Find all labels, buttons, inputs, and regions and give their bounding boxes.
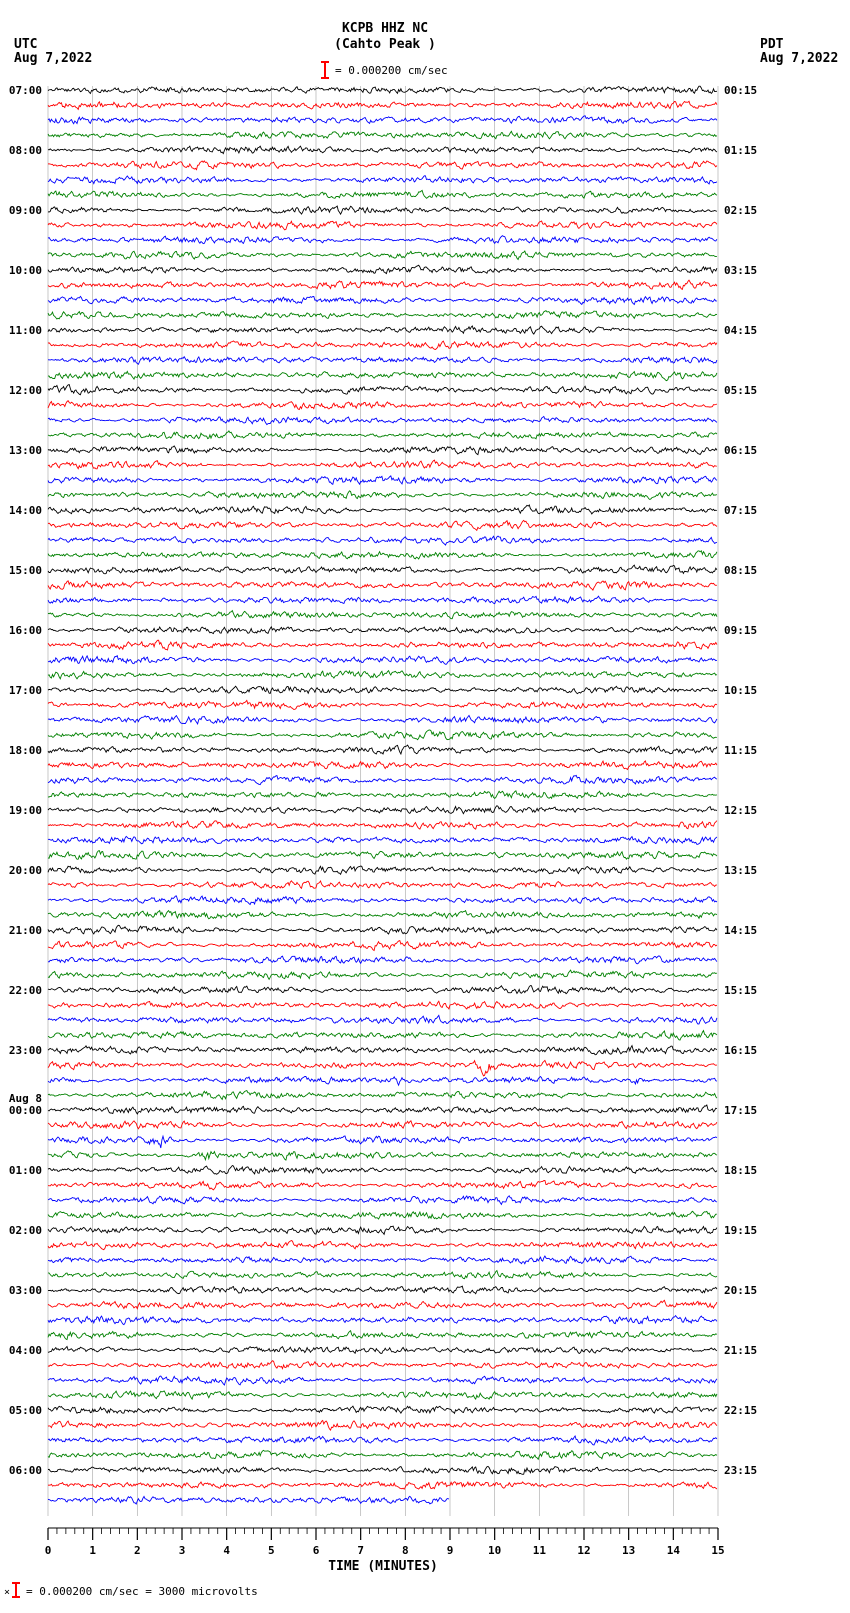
right-time-label: 10:15 — [724, 684, 757, 697]
left-time-label: 09:00 — [9, 204, 42, 217]
x-tick-label: 2 — [134, 1544, 141, 1557]
left-time-label: 12:00 — [9, 384, 42, 397]
right-time-label: 04:15 — [724, 324, 757, 337]
left-time-label: 00:00 — [9, 1104, 42, 1117]
station-name: (Cahto Peak ) — [334, 37, 436, 52]
x-tick-label: 3 — [179, 1544, 186, 1557]
right-time-label: 19:15 — [724, 1224, 757, 1237]
x-tick-label: 11 — [533, 1544, 547, 1557]
left-time-label: 23:00 — [9, 1044, 42, 1057]
x-tick-label: 12 — [577, 1544, 590, 1557]
left-time-label: 21:00 — [9, 924, 42, 937]
left-time-label: 18:00 — [9, 744, 42, 757]
left-time-label: 10:00 — [9, 264, 42, 277]
x-tick-label: 14 — [667, 1544, 681, 1557]
footer-prefix: × — [4, 1587, 10, 1598]
left-time-label: 04:00 — [9, 1344, 42, 1357]
right-time-label: 12:15 — [724, 804, 757, 817]
footer-note: = 0.000200 cm/sec = 3000 microvolts — [26, 1585, 258, 1598]
x-tick-label: 5 — [268, 1544, 275, 1557]
right-time-label: 14:15 — [724, 924, 757, 937]
right-time-label: 05:15 — [724, 384, 757, 397]
x-tick-label: 1 — [89, 1544, 96, 1557]
left-date: Aug 7,2022 — [14, 51, 92, 66]
seismogram-svg: KCPB HHZ NC(Cahto Peak )UTCAug 7,2022PDT… — [0, 0, 850, 1613]
x-tick-label: 6 — [313, 1544, 320, 1557]
right-date: Aug 7,2022 — [760, 51, 838, 66]
left-tz: UTC — [14, 37, 37, 52]
left-time-label: 01:00 — [9, 1164, 42, 1177]
left-time-label: 03:00 — [9, 1284, 42, 1297]
right-time-label: 11:15 — [724, 744, 757, 757]
right-time-label: 01:15 — [724, 144, 757, 157]
right-time-label: 13:15 — [724, 864, 757, 877]
right-time-label: 21:15 — [724, 1344, 757, 1357]
right-time-label: 00:15 — [724, 84, 757, 97]
x-tick-label: 8 — [402, 1544, 409, 1557]
right-time-label: 06:15 — [724, 444, 757, 457]
x-tick-label: 10 — [488, 1544, 501, 1557]
right-time-label: 07:15 — [724, 504, 757, 517]
left-time-label: 22:00 — [9, 984, 42, 997]
x-axis-label: TIME (MINUTES) — [328, 1559, 438, 1574]
left-time-label: 06:00 — [9, 1464, 42, 1477]
left-time-label: 19:00 — [9, 804, 42, 817]
station-code: KCPB HHZ NC — [342, 21, 428, 36]
left-time-label: 16:00 — [9, 624, 42, 637]
right-time-label: 18:15 — [724, 1164, 757, 1177]
right-time-label: 15:15 — [724, 984, 757, 997]
right-time-label: 17:15 — [724, 1104, 757, 1117]
left-time-label: 14:00 — [9, 504, 42, 517]
x-tick-label: 7 — [357, 1544, 364, 1557]
x-tick-label: 15 — [711, 1544, 724, 1557]
right-tz: PDT — [760, 37, 784, 52]
left-time-label: 11:00 — [9, 324, 42, 337]
right-time-label: 09:15 — [724, 624, 757, 637]
right-time-label: 23:15 — [724, 1464, 757, 1477]
left-time-label: 05:00 — [9, 1404, 42, 1417]
seismogram-container: KCPB HHZ NC(Cahto Peak )UTCAug 7,2022PDT… — [0, 0, 850, 1613]
x-tick-label: 0 — [45, 1544, 52, 1557]
left-time-label: 07:00 — [9, 84, 42, 97]
left-time-label: 02:00 — [9, 1224, 42, 1237]
right-time-label: 02:15 — [724, 204, 757, 217]
x-tick-label: 13 — [622, 1544, 635, 1557]
left-time-label: 15:00 — [9, 564, 42, 577]
right-time-label: 20:15 — [724, 1284, 757, 1297]
left-time-label: 20:00 — [9, 864, 42, 877]
left-time-label: 17:00 — [9, 684, 42, 697]
x-tick-label: 9 — [447, 1544, 454, 1557]
left-time-label: 08:00 — [9, 144, 42, 157]
x-tick-label: 4 — [223, 1544, 230, 1557]
right-time-label: 16:15 — [724, 1044, 757, 1057]
right-time-label: 03:15 — [724, 264, 757, 277]
left-time-label: 13:00 — [9, 444, 42, 457]
right-time-label: 22:15 — [724, 1404, 757, 1417]
right-time-label: 08:15 — [724, 564, 757, 577]
scale-text: = 0.000200 cm/sec — [335, 64, 448, 77]
